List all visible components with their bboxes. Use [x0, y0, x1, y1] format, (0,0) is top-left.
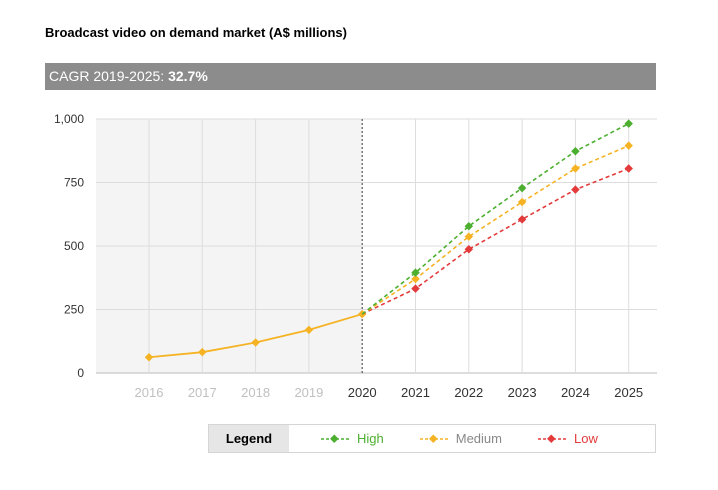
y-tick-label: 1,000	[54, 112, 84, 126]
x-tick-label: 2020	[348, 385, 377, 400]
data-point-medium	[624, 141, 633, 150]
legend-marker-high	[321, 433, 351, 443]
y-tick-label: 500	[64, 239, 84, 253]
data-point-medium	[571, 164, 580, 173]
legend-item-medium: Medium	[419, 431, 502, 446]
data-point-low	[464, 245, 474, 254]
legend-item-high: High	[321, 431, 384, 446]
data-point-medium	[517, 197, 527, 207]
x-tick-label: 2016	[135, 385, 164, 400]
historical-point	[144, 353, 154, 362]
historical-point	[198, 347, 207, 357]
data-point-medium	[411, 274, 420, 284]
data-point-low	[624, 164, 633, 173]
y-tick-label: 250	[64, 303, 84, 317]
historical-point	[251, 338, 260, 347]
cagr-banner: CAGR 2019-2025: 32.7%	[45, 63, 656, 90]
x-tick-label: 2025	[614, 385, 643, 400]
x-tick-label: 2018	[241, 385, 270, 400]
x-tick-label: 2024	[561, 385, 590, 400]
x-tick-label: 2022	[454, 385, 483, 400]
y-tick-label: 750	[64, 176, 84, 190]
line-chart: 0 250 500 750 1,000 2016 2017 2018 2019 2020 2021 2…	[54, 112, 657, 400]
data-point-low	[571, 185, 580, 194]
data-point-low	[517, 215, 527, 224]
y-tick-label: 0	[77, 366, 84, 380]
legend-item-low: Low	[538, 431, 598, 446]
chart-legend: Legend High Medium Low	[208, 424, 656, 453]
legend-marker-medium	[419, 433, 450, 443]
legend-label-medium: Medium	[455, 431, 502, 446]
legend-label-low: Low	[574, 431, 598, 446]
data-point-high	[571, 147, 580, 156]
x-tick-label: 2017	[188, 385, 217, 400]
legend-title: Legend	[209, 425, 289, 452]
data-point-high	[464, 221, 474, 231]
data-point-medium	[464, 232, 474, 241]
x-tick-label: 2023	[508, 385, 537, 400]
data-point-low	[411, 284, 420, 293]
series-line-high	[361, 122, 630, 315]
cagr-value: 32.7%	[168, 68, 208, 84]
series-line-low	[361, 167, 629, 315]
cagr-label: CAGR 2019-2025:	[49, 68, 169, 84]
x-tick-label: 2019	[294, 385, 323, 400]
historical-point	[304, 325, 314, 335]
chart-title: Broadcast video on demand market (A$ mil…	[45, 25, 347, 40]
data-point-high	[624, 119, 633, 128]
series-line-medium	[361, 144, 630, 315]
data-point-high	[411, 268, 420, 277]
x-tick-label: 2021	[401, 385, 430, 400]
legend-marker-low	[538, 433, 568, 443]
legend-label-high: High	[357, 431, 384, 446]
